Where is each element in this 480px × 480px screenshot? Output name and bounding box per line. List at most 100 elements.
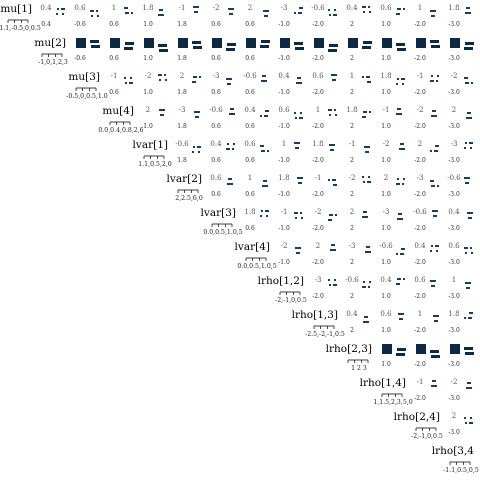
data-point	[398, 213, 400, 215]
data-point	[232, 148, 234, 150]
data-point	[330, 109, 332, 111]
data-point	[435, 145, 437, 147]
panel-axis-label: 0.6	[245, 225, 255, 232]
pair-panel: -2 0.6	[211, 4, 234, 28]
data-point	[467, 182, 469, 184]
panel-axis-label: -3.0	[448, 429, 460, 436]
panel-value-label: -0.6	[413, 208, 427, 216]
pairwise-panels: 0.40.40.6-0.610.61.81.0-11.8-20.620.6-3-…	[40, 4, 474, 436]
data-point	[469, 12, 471, 14]
panel-axis-label: 1.0	[381, 21, 391, 28]
data-point	[92, 10, 94, 12]
panel-axis-label: 1.8	[177, 89, 187, 96]
data-point	[199, 46, 202, 49]
diagonal-panel: lrho[2,3] 1 2 3	[326, 343, 372, 372]
data-point	[471, 212, 473, 214]
pair-panel: 10.6	[245, 174, 268, 198]
data-point	[263, 150, 265, 152]
data-point	[334, 109, 336, 111]
data-point	[229, 113, 231, 115]
data-point	[398, 113, 400, 115]
data-point	[466, 247, 468, 249]
data-point	[199, 76, 201, 78]
panel-axis-label: -1.0	[278, 55, 290, 62]
data-point	[267, 10, 269, 12]
data-point	[397, 218, 399, 220]
pair-panel: -2 -3.0	[448, 378, 472, 402]
data-point	[91, 45, 94, 48]
data-point	[362, 116, 364, 118]
data-point	[465, 42, 468, 45]
data-point	[196, 111, 198, 113]
data-point	[433, 45, 436, 48]
data-point	[430, 280, 432, 282]
panel-value-label: -0.6	[175, 140, 189, 148]
panel-axis-label: -0.6	[74, 55, 86, 62]
data-point	[301, 217, 303, 219]
panel-value-label: -1	[417, 72, 424, 80]
variable-label: lvar[1]	[133, 139, 168, 151]
data-point	[297, 77, 299, 79]
panel-value-label: -0.6	[209, 106, 223, 114]
data-point	[365, 111, 367, 113]
data-point	[467, 212, 469, 214]
pair-panel: -2 1.0	[381, 140, 405, 164]
data-point	[295, 47, 298, 50]
diagonal-panel: mu[1] -1.1,-0.5,0,0.5	[0, 3, 41, 32]
pair-panel: 0.42	[346, 4, 371, 28]
data-point	[471, 42, 474, 45]
axis-tick-label: -2,-1,0,0.5	[275, 297, 307, 304]
panel-axis-label: 0.6	[211, 191, 221, 198]
data-point	[298, 42, 301, 45]
data-point	[431, 115, 433, 117]
data-point	[465, 182, 467, 184]
pair-panel: -0.6 0.6	[209, 106, 235, 130]
data-point	[433, 315, 435, 317]
pair-panel: 21.0	[381, 174, 405, 198]
data-point	[124, 77, 126, 79]
axis-tick-label: 0.0,0.5,1.0,5	[237, 263, 276, 270]
pair-panel: 1 -3.0	[448, 276, 471, 300]
data-point	[264, 45, 267, 48]
data-point	[333, 74, 335, 76]
data-point	[164, 44, 167, 47]
data-point	[296, 82, 298, 84]
data-point	[468, 117, 470, 119]
data-point	[436, 80, 438, 82]
data-point	[435, 245, 437, 247]
data-point	[433, 385, 435, 387]
panel-axis-label: -1.0	[278, 89, 290, 96]
data-point	[402, 143, 404, 145]
data-point	[297, 247, 299, 249]
panel-value-label: 0.4	[244, 106, 256, 114]
data-point	[399, 278, 401, 280]
data-point	[161, 109, 163, 111]
pair-panel: -3 -2.0	[414, 174, 439, 198]
panel-value-label: 0.6	[74, 4, 86, 12]
variable-label: lrho[2,3]	[326, 343, 372, 355]
axis-tick-label: 1,1.5,2,3,5,0	[373, 399, 412, 406]
data-point	[162, 14, 164, 16]
data-point	[296, 252, 298, 254]
data-point	[266, 15, 268, 17]
data-point	[365, 211, 367, 213]
data-point	[431, 285, 433, 287]
panel-axis-label: -3.0	[448, 361, 460, 368]
variable-label: lrho[1,4]	[360, 377, 406, 389]
pair-panel: -3 -2.0	[312, 276, 337, 300]
diagonal-panel: lvar[1] 1.1,0.5,2,0	[133, 139, 172, 168]
panel-axis-label: 1.0	[143, 89, 153, 96]
data-point	[432, 80, 434, 82]
data-point	[335, 214, 337, 216]
panel-value-label: -1	[179, 4, 186, 12]
panel-axis-label: 2	[350, 21, 354, 28]
data-point	[127, 42, 130, 45]
data-point	[91, 15, 93, 17]
panel-axis-label: -3.0	[448, 225, 460, 232]
panel-axis-label: -2.0	[414, 89, 426, 96]
data-point	[161, 49, 164, 52]
data-point	[363, 41, 366, 44]
panel-value-label: -2	[451, 72, 458, 80]
data-point	[464, 247, 466, 249]
